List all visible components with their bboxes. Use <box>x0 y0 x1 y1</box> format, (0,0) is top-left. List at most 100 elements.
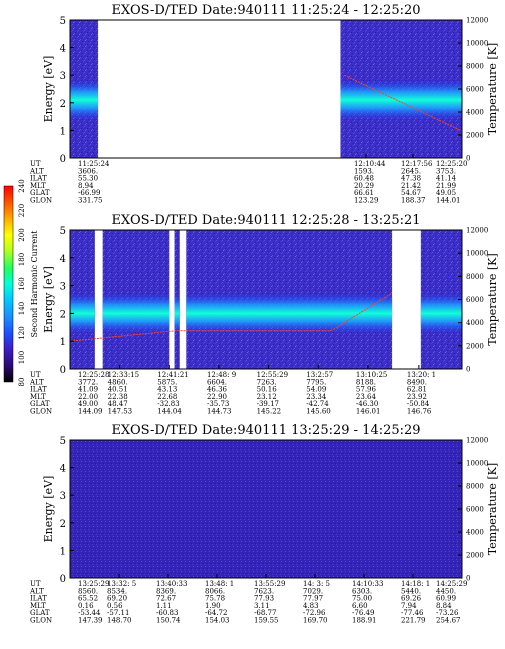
emission-band <box>420 292 462 335</box>
ephemeris-value: 331.75 <box>78 197 103 205</box>
ephemeris-value: 72.67 <box>156 595 176 603</box>
ephemeris-value: 1.11 <box>156 602 172 610</box>
ephemeris-value: 188.37 <box>401 197 426 205</box>
colorbar: 80 100 120 140 160 180 200 220 240 Second Harmoni… <box>3 179 39 387</box>
y2-tick-label: 10000 <box>466 250 488 258</box>
emission-band <box>174 292 180 335</box>
ephemeris-value: 169.70 <box>303 617 328 625</box>
y2-tick-label: 4000 <box>466 529 484 537</box>
y-tick-label: 4 <box>60 44 66 55</box>
ephemeris-value: 148.70 <box>107 617 132 625</box>
ephemeris-value: 8.84 <box>436 602 452 610</box>
ephemeris-value: 13:48: 1 <box>205 580 234 588</box>
ephemeris-row-label: GLON <box>30 408 52 416</box>
ephemeris-row-label: MLT <box>30 393 46 401</box>
y-tick-label: 1 <box>60 126 66 137</box>
ephemeris-value: 1.90 <box>205 602 221 610</box>
ephemeris-value: 8066. <box>205 587 225 595</box>
panel-2: EXOS-D/TED Date:940111 12:25:28 - 13:25:… <box>29 213 499 416</box>
y2-tick-label: 6000 <box>466 296 484 304</box>
ephemeris-value: 13:10:25 <box>356 371 387 379</box>
ephemeris-value: 8369. <box>156 587 176 595</box>
ephemeris-value: 57.96 <box>356 386 377 394</box>
ephemeris-value: -39.17 <box>257 400 279 408</box>
ephemeris-value: 144.09 <box>78 408 103 416</box>
ephemeris-value: 12:17:56 <box>401 160 433 168</box>
y-tick-label: 2 <box>60 519 66 530</box>
ephemeris-row-label: MLT <box>30 182 46 190</box>
ephemeris-value: 159.55 <box>254 617 279 625</box>
ephemeris-table: UTALTILATMLTGLATGLON13:25:298560.65.520.… <box>29 580 467 625</box>
ephemeris-value: 7029. <box>303 587 323 595</box>
emission-band <box>186 292 393 335</box>
ephemeris-row-label: ILAT <box>30 386 47 394</box>
ephemeris-table: UTALTILATMLTGLATGLON12:25:283772.41.0922… <box>29 371 436 416</box>
ephemeris-row-label: ILAT <box>30 595 47 603</box>
panel-1: EXOS-D/TED Date:940111 11:25:24 - 12:25:… <box>29 3 499 205</box>
ephemeris-value: 144.04 <box>157 408 182 416</box>
ephemeris-value: 22.38 <box>108 393 128 401</box>
ephemeris-value: 12:25:20 <box>436 160 467 168</box>
ephemeris-value: -60.83 <box>156 609 178 617</box>
ephemeris-value: 144.73 <box>207 408 232 416</box>
panel-title: EXOS-D/TED Date:940111 13:25:29 - 14:25:… <box>111 423 420 438</box>
y2-tick-label: 6000 <box>466 86 484 94</box>
ephemeris-value: -46.30 <box>356 400 378 408</box>
ephemeris-value: 147.39 <box>78 617 103 625</box>
ephemeris-value: 11:25:24 <box>78 160 110 168</box>
emission-band <box>102 292 170 335</box>
ephemeris-value: 75.78 <box>205 595 225 603</box>
y-tick-label: 5 <box>60 436 66 447</box>
y2-tick-label: 10000 <box>466 460 488 468</box>
ephemeris-value: 221.79 <box>401 617 426 625</box>
y-tick-label: 3 <box>60 491 66 502</box>
ephemeris-value: 3606. <box>78 167 98 175</box>
ephemeris-value: 13:32: 5 <box>107 580 136 588</box>
colorbar-tick-label: 80 <box>18 378 26 387</box>
data-span <box>70 440 462 578</box>
ephemeris-value: 65.52 <box>78 595 98 603</box>
ephemeris-row-label: GLAT <box>30 400 50 408</box>
ephemeris-value: -66.99 <box>78 189 100 197</box>
ephemeris-value: 69.20 <box>107 595 127 603</box>
ephemeris-row-label: UT <box>30 371 41 379</box>
ephemeris-row-label: GLAT <box>30 189 50 197</box>
ephemeris-value: 43.13 <box>157 386 177 394</box>
ephemeris-value: 123.29 <box>354 197 379 205</box>
ephemeris-value: 7.94 <box>401 602 417 610</box>
colorbar-bar <box>3 185 14 383</box>
ephemeris-value: 66.61 <box>354 189 374 197</box>
y-tick-label: 3 <box>60 282 66 293</box>
ephemeris-value: 54.09 <box>306 386 326 394</box>
colorbar-tick-label: 120 <box>18 326 26 339</box>
ephemeris-value: 13:55:29 <box>254 580 285 588</box>
ephemeris-value: 154.03 <box>205 617 230 625</box>
ephemeris-value: 4860. <box>108 378 128 386</box>
y-tick-label: 5 <box>60 226 66 237</box>
y2-tick-label: 8000 <box>466 63 484 71</box>
ephemeris-value: 23.92 <box>407 393 427 401</box>
ephemeris-value: 13:20: 1 <box>407 371 436 379</box>
y-tick-label: 3 <box>60 71 66 82</box>
ephemeris-value: 55.30 <box>78 175 98 183</box>
ephemeris-value: -72.96 <box>303 609 326 617</box>
colorbar-label: Second Harmonic Current <box>30 230 39 338</box>
y2-tick-label: 8000 <box>466 273 484 281</box>
y-axis-label: Energy [eV] <box>42 266 55 333</box>
ephemeris-value: 14: 3: 5 <box>303 580 330 588</box>
y2-tick-label: 0 <box>466 575 470 583</box>
ephemeris-value: 12:33:15 <box>108 371 139 379</box>
ephemeris-value: -76.49 <box>352 609 374 617</box>
y-tick-label: 1 <box>60 546 66 557</box>
ephemeris-value: 41.09 <box>78 386 98 394</box>
y-tick-label: 4 <box>60 464 66 475</box>
ephemeris-value: 4.83 <box>303 602 319 610</box>
ephemeris-value: 13:2:57 <box>306 371 333 379</box>
ephemeris-value: 13:40:33 <box>156 580 187 588</box>
ephemeris-value: 12:48: 9 <box>207 371 236 379</box>
ephemeris-value: 150.74 <box>156 617 181 625</box>
ephemeris-row-label: MLT <box>30 602 46 610</box>
y2-tick-label: 2000 <box>466 342 484 350</box>
